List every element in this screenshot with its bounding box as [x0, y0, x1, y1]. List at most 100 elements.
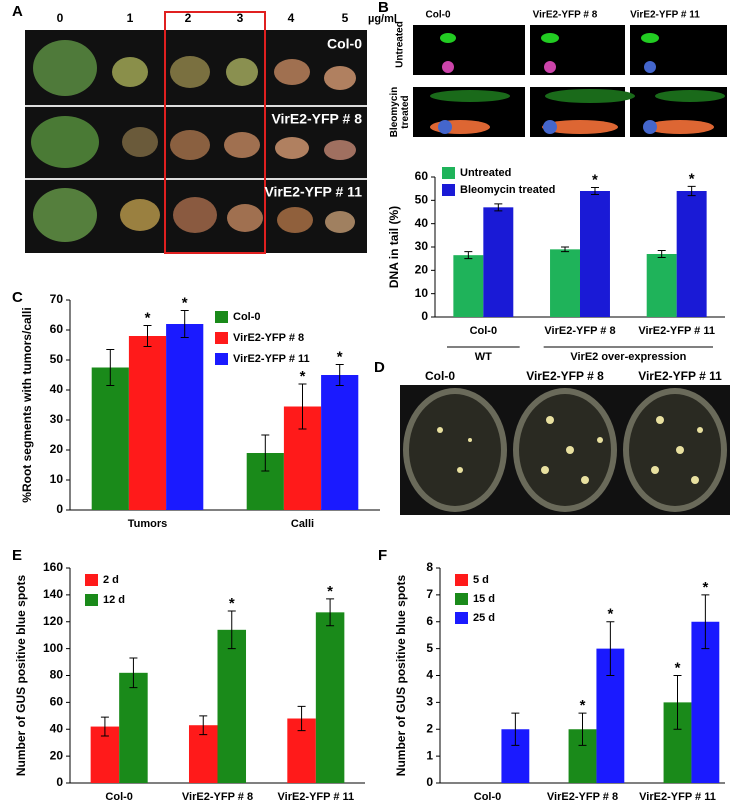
y-tick-label: 4 [426, 668, 433, 682]
column-label: VirE2-YFP # 11 [638, 369, 722, 383]
error-bar [298, 383, 307, 430]
significance-mark: * [300, 368, 306, 385]
panel-label: F [378, 547, 387, 564]
error-bar [687, 185, 696, 197]
error-bar [511, 712, 520, 746]
x-tick-label: VirE2-YFP # 11 [278, 791, 355, 801]
y-tick-label: 160 [43, 560, 63, 574]
y-tick-label: 7 [426, 587, 433, 601]
error-bar [335, 364, 344, 386]
y-tick-label: 3 [426, 695, 433, 709]
highlight-box [164, 11, 266, 254]
error-bar [199, 715, 208, 736]
legend-swatch [215, 332, 228, 344]
dose-label: 5 [342, 11, 349, 25]
error-bar [106, 349, 115, 386]
legend-label: 15 d [473, 593, 495, 605]
bar [321, 375, 359, 510]
plants [31, 40, 356, 242]
bar [550, 249, 580, 317]
y-tick-label: 2 [426, 721, 433, 735]
column-label: VirE2-YFP # 8 [533, 10, 598, 21]
significance-mark: * [182, 294, 188, 311]
error-bar [590, 187, 599, 195]
bar [128, 336, 167, 510]
legend-label: 2 d [103, 574, 119, 586]
column-label: Col-0 [426, 10, 451, 21]
panel-label: D [374, 359, 385, 376]
legend-swatch [455, 612, 468, 624]
dose-label: 0 [57, 11, 64, 25]
error-bar [261, 434, 270, 472]
dose-label: 2 [185, 11, 192, 25]
x-tick-label: VirE2-YFP # 8 [544, 325, 615, 337]
legend-swatch [442, 184, 455, 196]
y-axis-label: DNA in tail (%) [387, 206, 401, 288]
significance-mark: * [337, 348, 343, 365]
legend-label: Bleomycin treated [460, 184, 555, 196]
y-axis-label: Number of GUS positive blue spots [14, 574, 28, 776]
bar [646, 254, 677, 317]
line-label: VirE2-YFP # 8 [271, 111, 362, 127]
row-label: Bleomycin treated [389, 86, 411, 138]
y-tick-label: 50 [415, 193, 429, 207]
y-tick-label: 1 [426, 748, 433, 762]
y-tick-label: 140 [43, 587, 63, 601]
bar [676, 191, 707, 317]
error-bar [578, 712, 587, 746]
y-tick-label: 70 [50, 292, 64, 306]
significance-mark: * [580, 697, 586, 714]
y-tick-label: 100 [43, 641, 63, 655]
y-tick-label: 0 [56, 502, 63, 516]
plate-photos [400, 385, 730, 515]
error-bar [326, 598, 335, 627]
x-tick-label: Col-0 [474, 791, 502, 801]
bar [315, 612, 345, 783]
y-tick-label: 60 [415, 169, 429, 183]
bar [580, 191, 610, 317]
significance-mark: * [607, 606, 613, 623]
x-tick-label: VirE2-YFP # 8 [547, 791, 618, 801]
x-tick-label: VirE2-YFP # 11 [639, 791, 716, 801]
y-tick-label: 120 [43, 614, 63, 628]
x-tick-label: VirE2-YFP # 8 [182, 791, 253, 801]
line-label: VirE2-YFP # 11 [264, 184, 362, 200]
y-tick-label: 0 [56, 775, 63, 789]
y-axis-label: %Root segments with tumors/calli [20, 307, 34, 502]
legend-swatch [85, 574, 98, 586]
error-bar [561, 246, 570, 253]
legend-label: 5 d [473, 574, 489, 586]
legend-label: Col-0 [233, 311, 261, 323]
legend-swatch [85, 594, 98, 606]
y-tick-label: 5 [426, 641, 433, 655]
dose-unit: µg/ml [368, 13, 397, 25]
dose-label: 1 [127, 11, 134, 25]
y-tick-label: 60 [50, 322, 64, 336]
panel-label: A [12, 3, 23, 20]
y-tick-label: 10 [50, 472, 64, 486]
legend-swatch [455, 574, 468, 586]
error-bar [297, 705, 306, 732]
y-tick-label: 30 [50, 412, 64, 426]
significance-mark: * [145, 309, 151, 326]
x-tick-label: Calli [291, 518, 314, 530]
bar [453, 255, 484, 317]
error-bar [100, 716, 109, 737]
y-tick-label: 10 [415, 286, 429, 300]
error-bar [180, 310, 189, 338]
significance-mark: * [689, 170, 695, 187]
error-bar [464, 251, 473, 260]
legend-swatch [442, 167, 455, 179]
error-bar [494, 203, 503, 212]
column-label: VirE2-YFP # 8 [526, 369, 604, 383]
group-label: VirE2 over-expression [570, 351, 686, 363]
column-label: VirE2-YFP # 11 [630, 10, 700, 21]
y-tick-label: 8 [426, 560, 433, 574]
error-bar [143, 325, 152, 347]
panel-label: E [12, 547, 22, 564]
x-tick-label: Col-0 [105, 791, 133, 801]
error-bar [657, 250, 666, 258]
x-tick-label: Tumors [128, 518, 168, 530]
